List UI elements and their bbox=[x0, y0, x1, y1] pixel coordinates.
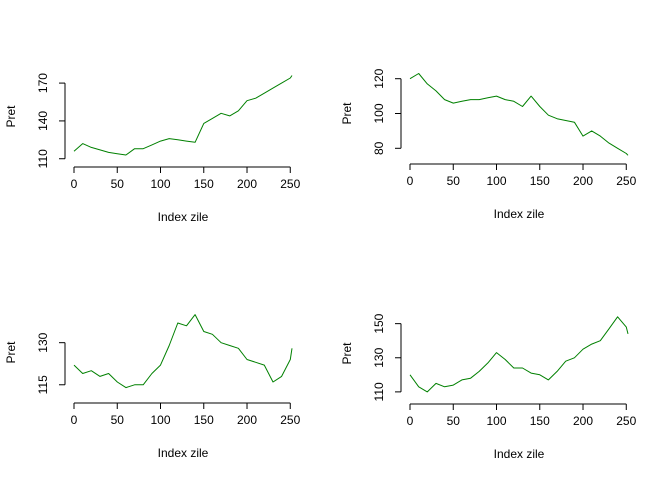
x-tick-label: 50 bbox=[447, 414, 461, 428]
y-tick-label: 80 bbox=[372, 141, 386, 155]
y-tick-label: 130 bbox=[372, 347, 386, 367]
y-tick-label: 170 bbox=[36, 73, 50, 93]
y-tick-label: 150 bbox=[372, 313, 386, 333]
x-tick-label: 0 bbox=[71, 413, 78, 427]
x-tick-label: 0 bbox=[71, 177, 78, 191]
chart-panel-1: 0 50 100 150 200 250 110 140 170 Index zile Pret bbox=[4, 73, 301, 224]
y-axis-title: Pret bbox=[340, 342, 354, 365]
x-tick-label: 200 bbox=[237, 413, 257, 427]
y-tick-label: 140 bbox=[36, 111, 50, 131]
x-tick-label: 250 bbox=[280, 177, 300, 191]
series-line bbox=[73, 75, 293, 156]
chart-panel-4: 0 50 100 150 200 250 110 130 150 Index zile Pret bbox=[340, 313, 637, 461]
y-tick-label: 100 bbox=[372, 103, 386, 123]
x-tick-label: 50 bbox=[447, 174, 461, 188]
x-tick-label: 0 bbox=[407, 414, 414, 428]
y-tick-label: 115 bbox=[36, 375, 50, 394]
chart-panel-3: 0 50 100 150 200 250 115 130 Index zile Pret bbox=[4, 314, 301, 460]
x-tick-label: 100 bbox=[486, 414, 506, 428]
x-tick-label: 100 bbox=[486, 174, 506, 188]
y-tick-label: 120 bbox=[372, 68, 386, 88]
x-tick-label: 50 bbox=[111, 177, 125, 191]
x-tick-label: 100 bbox=[150, 177, 170, 191]
x-tick-label: 250 bbox=[616, 414, 636, 428]
x-axis-title: Index zile bbox=[158, 446, 209, 460]
x-tick-label: 150 bbox=[194, 177, 214, 191]
x-tick-label: 200 bbox=[573, 174, 593, 188]
x-tick-label: 250 bbox=[616, 174, 636, 188]
series-line bbox=[409, 73, 629, 156]
y-tick-label: 110 bbox=[372, 382, 386, 401]
x-axis-title: Index zile bbox=[494, 207, 545, 221]
y-axis-title: Pret bbox=[4, 105, 18, 128]
x-tick-label: 50 bbox=[111, 413, 125, 427]
x-tick-label: 250 bbox=[280, 413, 300, 427]
x-axis-title: Index zile bbox=[158, 210, 209, 224]
series-line bbox=[409, 316, 629, 393]
chart-panel-2: 0 50 100 150 200 250 80 100 120 Index zile Pret bbox=[340, 68, 637, 221]
x-tick-label: 150 bbox=[530, 174, 550, 188]
y-axis-title: Pret bbox=[340, 102, 354, 125]
x-tick-label: 100 bbox=[150, 413, 170, 427]
x-axis-title: Index zile bbox=[494, 447, 545, 461]
y-tick-label: 130 bbox=[36, 332, 50, 352]
y-axis-title: Pret bbox=[4, 341, 18, 364]
x-tick-label: 200 bbox=[573, 414, 593, 428]
x-tick-label: 0 bbox=[407, 174, 414, 188]
x-tick-label: 200 bbox=[237, 177, 257, 191]
series-line bbox=[73, 314, 293, 389]
x-tick-label: 150 bbox=[530, 414, 550, 428]
x-tick-label: 150 bbox=[194, 413, 214, 427]
y-tick-label: 110 bbox=[36, 149, 50, 168]
